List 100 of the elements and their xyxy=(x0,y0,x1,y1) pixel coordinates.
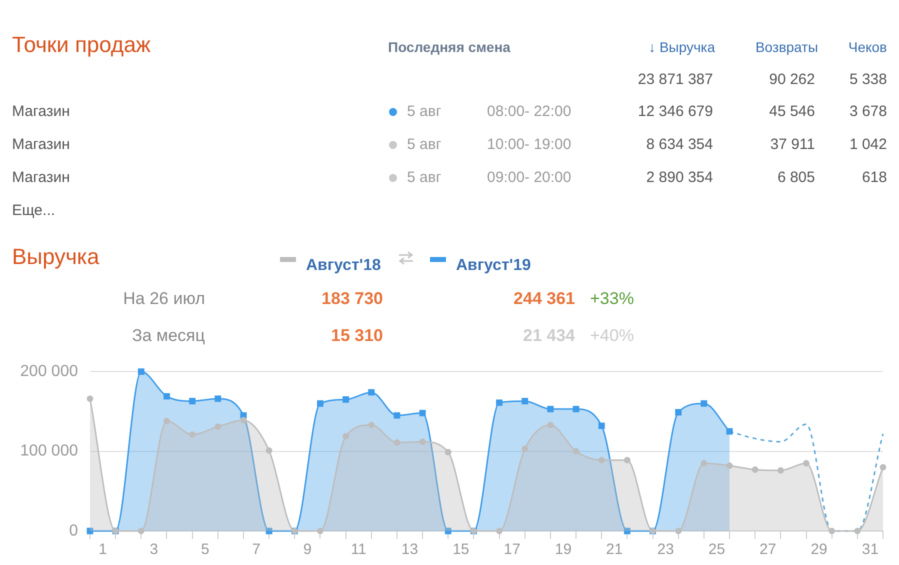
text: Магазин xyxy=(12,169,70,186)
x-tick-label: 23 xyxy=(657,541,674,558)
point xyxy=(317,400,324,407)
x-tick-label: 13 xyxy=(401,541,418,558)
text: 12 346 679 xyxy=(638,103,713,120)
text: 45 546 xyxy=(769,103,815,120)
text: +33% xyxy=(590,289,634,308)
point xyxy=(214,423,222,430)
point xyxy=(598,422,605,430)
text: Еще... xyxy=(12,202,56,219)
point xyxy=(163,418,170,424)
text: На 26 июл xyxy=(123,289,205,308)
point xyxy=(624,528,630,534)
text: 15 310 xyxy=(331,326,383,345)
point xyxy=(598,456,605,464)
point xyxy=(189,398,196,404)
text: 90 262 xyxy=(769,71,815,88)
x-tick-label: 1 xyxy=(98,541,107,558)
text: 5 авг xyxy=(407,169,442,186)
text: 10:00- 19:00 xyxy=(487,136,572,153)
text: 5 авг xyxy=(407,103,442,120)
x-tick-label: 31 xyxy=(862,541,879,558)
text: 244 361 xyxy=(514,289,575,308)
point xyxy=(214,395,222,402)
y-tick-label: 100 000 xyxy=(20,442,78,460)
point xyxy=(342,396,350,403)
point xyxy=(368,422,375,428)
text: За месяц xyxy=(132,326,205,345)
text: 6 805 xyxy=(777,169,815,186)
point xyxy=(547,422,554,428)
x-tick-label: 9 xyxy=(303,541,312,558)
x-tick-label: 15 xyxy=(452,541,470,558)
point xyxy=(444,448,452,456)
text: 5 338 xyxy=(849,71,887,88)
point xyxy=(368,389,375,396)
chart-title: Выручка xyxy=(12,244,100,269)
point xyxy=(394,412,400,419)
legend-label: Август'19 xyxy=(456,257,531,274)
point xyxy=(496,399,503,406)
text: Точки продаж xyxy=(12,32,151,57)
point xyxy=(316,528,324,534)
point xyxy=(86,528,94,534)
point xyxy=(164,393,170,400)
point xyxy=(522,398,528,404)
y-tick-label: 0 xyxy=(69,522,78,540)
x-tick-label: 11 xyxy=(350,541,366,558)
text: Чеков xyxy=(848,39,887,55)
text: 37 911 xyxy=(770,136,815,153)
point xyxy=(419,410,426,416)
point xyxy=(138,528,144,534)
point xyxy=(726,428,733,435)
x-tick-label: 17 xyxy=(504,541,520,558)
text: 23 871 387 xyxy=(638,71,713,88)
point xyxy=(342,432,350,440)
text: 2 890 354 xyxy=(646,169,713,186)
x-tick-label: 25 xyxy=(708,541,726,558)
point xyxy=(572,406,580,412)
point xyxy=(828,528,836,534)
x-tick-label: 3 xyxy=(150,541,158,558)
point xyxy=(854,528,861,534)
x-tick-label: 7 xyxy=(252,541,260,558)
legend-label: Август'18 xyxy=(306,257,381,274)
point xyxy=(880,464,886,470)
y-tick-label: 200 000 xyxy=(20,363,78,380)
point xyxy=(419,438,426,445)
text: 8 634 354 xyxy=(646,136,713,153)
point xyxy=(444,528,452,534)
point xyxy=(572,448,580,455)
text: 183 730 xyxy=(322,289,383,308)
point xyxy=(138,368,144,375)
point xyxy=(700,400,708,407)
point xyxy=(496,528,503,534)
point xyxy=(803,460,810,467)
text: Магазин xyxy=(12,136,70,153)
text: 09:00- 20:00 xyxy=(487,169,572,186)
point xyxy=(189,431,196,438)
text: 3 678 xyxy=(849,103,887,120)
x-tick-label: 29 xyxy=(810,541,828,558)
point xyxy=(394,439,400,446)
point xyxy=(675,528,682,534)
text: 5 авг xyxy=(407,136,442,153)
text: 08:00- 22:00 xyxy=(487,103,572,120)
point xyxy=(752,466,758,473)
text: Последняя смена xyxy=(388,39,510,55)
point xyxy=(726,462,733,469)
point xyxy=(522,446,528,452)
point xyxy=(675,409,682,416)
text: 618 xyxy=(862,169,887,186)
point xyxy=(777,467,784,474)
point xyxy=(266,447,272,454)
x-tick-label: 19 xyxy=(554,541,572,558)
text: ↓ Выручка xyxy=(648,39,715,55)
point xyxy=(266,528,272,534)
point xyxy=(547,406,554,412)
x-tick-label: 5 xyxy=(200,541,210,558)
point xyxy=(86,395,94,402)
x-tick-label: 21 xyxy=(606,541,623,558)
point xyxy=(700,460,708,467)
point xyxy=(240,416,247,424)
text: Возвраты xyxy=(755,39,818,55)
